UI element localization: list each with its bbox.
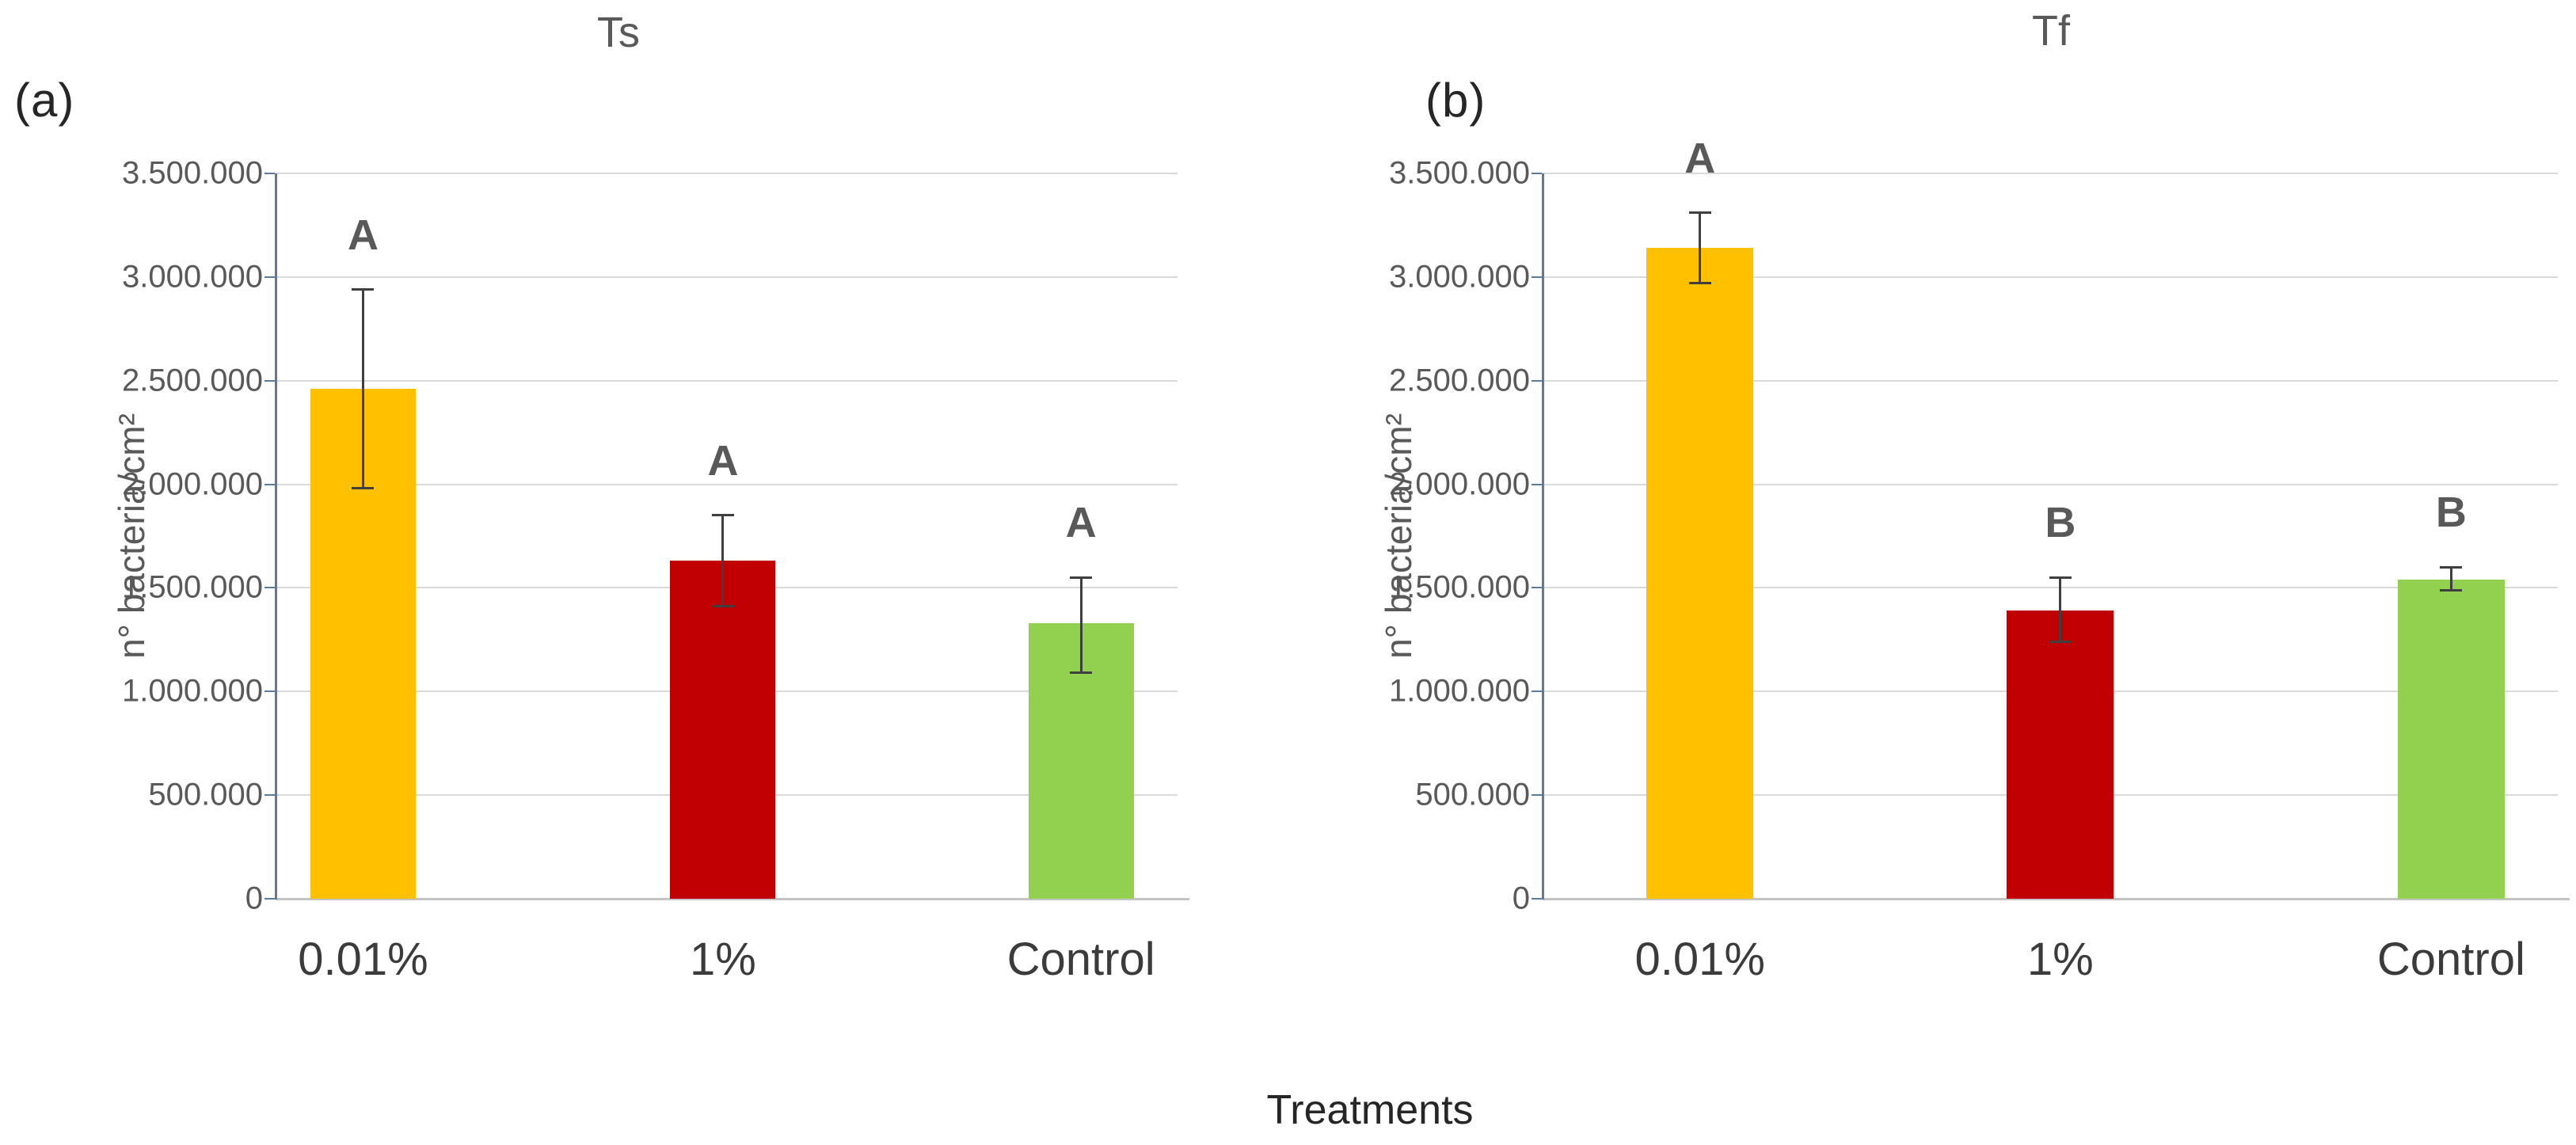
y-tick-label: 2.000.000 [1389,466,1530,502]
gridline [1543,276,2558,278]
x-axis-line [1543,898,2570,900]
y-axis-tick [264,173,275,174]
y-tick-label: 1.000.000 [122,673,263,709]
y-axis-tick [1532,587,1542,589]
gridline [276,276,1178,278]
error-bar-line [1699,212,1702,283]
error-bar-cap-bottom [2049,640,2072,643]
y-axis-tick [264,276,275,278]
error-bar-cap-top [711,514,734,517]
bar-1 [2007,611,2114,899]
y-axis-tick [264,898,275,900]
x-axis-line [276,898,1189,900]
y-tick-label: 0 [1512,881,1530,916]
y-tick-label: 500.000 [148,777,263,812]
panel-b-label: (b) [1425,74,1486,127]
significance-letter: A [347,211,379,259]
x-category-label: 0.01% [1634,934,1765,985]
y-axis-tick [264,794,275,797]
y-tick-label: 1.000.000 [1389,673,1530,709]
error-bar-cap-top [1688,211,1711,215]
significance-letter: B [2045,499,2076,547]
panel-a-label: (a) [14,74,75,127]
gridline [276,173,1178,174]
y-tick-label: 1.500.000 [122,569,263,605]
error-bar-cap-top [352,288,375,291]
y-axis-tick [264,690,275,693]
y-axis-tick [264,587,275,589]
y-axis-tick [264,379,275,382]
significance-letter: A [707,436,739,485]
error-bar-cap-bottom [2440,588,2463,592]
y-axis-tick [1532,379,1542,382]
y-axis-tick [1532,173,1542,174]
y-axis-tick [264,483,275,485]
y-axis-line [1542,173,1544,900]
gridline [276,379,1178,382]
gridline [1543,587,2558,589]
error-bar-line [721,515,725,607]
y-tick-label: 2.000.000 [122,466,263,502]
chart-b-title: Tf [2032,7,2070,55]
y-tick-label: 500.000 [1415,777,1530,812]
error-bar-cap-top [2440,565,2463,569]
bar-1 [670,561,776,899]
x-category-label: 1% [690,934,756,985]
chart-b-y-axis-title: n° bacteria/cm² [1378,413,1419,659]
error-bar-cap-bottom [1688,282,1711,285]
error-bar-cap-top [2049,576,2072,579]
y-tick-label: 3.500.000 [1389,155,1530,191]
chart-a-title: Ts [597,9,640,56]
y-axis-line [275,173,277,900]
error-bar-line [2059,577,2062,642]
x-category-label: Control [1006,934,1155,985]
y-axis-tick [1532,483,1542,485]
x-category-label: 1% [2026,934,2094,985]
y-tick-label: 2.500.000 [122,363,263,398]
y-tick-label: 2.500.000 [1389,363,1530,398]
y-axis-tick [1532,794,1542,797]
y-axis-tick [1532,690,1542,693]
error-bar-cap-bottom [1070,671,1093,675]
bar-Control [2397,579,2505,899]
y-axis-tick [1532,276,1542,278]
significance-letter: A [1065,499,1097,547]
x-category-label: Control [2376,934,2525,985]
significance-letter: B [2435,489,2467,537]
x-category-label: 0.01% [298,934,428,985]
gridline [1543,173,2558,174]
error-bar-line [361,289,364,489]
y-axis-tick [1532,898,1542,900]
shared-x-axis-label: Treatments [1266,1087,1474,1133]
y-tick-label: 3.000.000 [1389,259,1530,295]
y-tick-label: 3.500.000 [122,155,263,191]
error-bar-line [2449,567,2452,591]
gridline [276,483,1178,485]
significance-letter: A [1684,134,1716,182]
y-tick-label: 0 [245,881,263,916]
y-tick-label: 1.500.000 [1389,569,1530,605]
gridline [1543,483,2558,485]
error-bar-cap-bottom [711,605,734,608]
gridline [1543,379,2558,382]
bar-001 [1646,248,1754,899]
error-bar-cap-top [1070,576,1093,579]
y-tick-label: 3.000.000 [122,259,263,295]
chart-a-y-axis-title: n° bacteria/cm² [111,413,152,659]
error-bar-cap-bottom [352,487,375,490]
error-bar-line [1079,577,1083,673]
